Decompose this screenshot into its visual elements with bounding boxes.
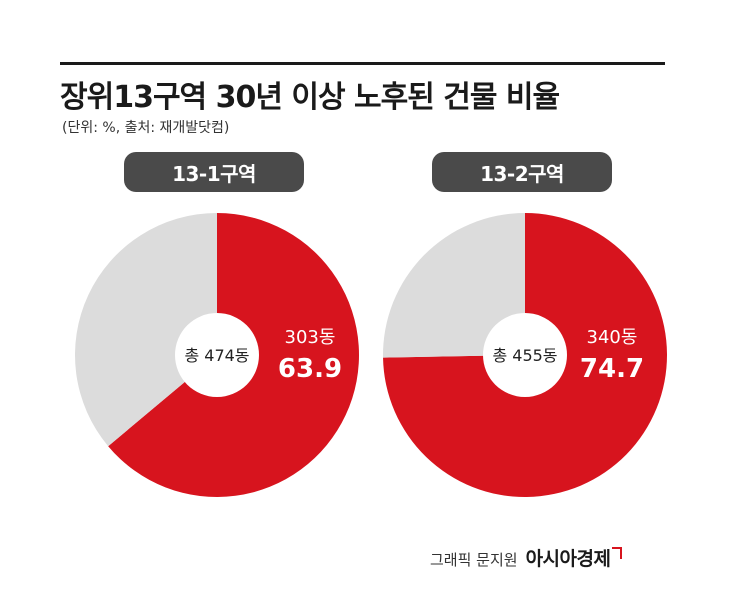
logo-mark-icon	[612, 547, 623, 559]
top-rule	[60, 62, 665, 65]
slice-other	[74, 213, 217, 447]
chart-2-title: 13-2구역	[432, 152, 612, 192]
slice-count-label: 340동	[587, 327, 638, 348]
slice-value-label: 74.7	[580, 354, 644, 384]
credit: 그래픽 문지원 아시아경제	[430, 544, 623, 571]
pie-chart-13-1: 총 474동 303동 63.9	[74, 213, 359, 498]
publisher-logo-text: 아시아경제	[525, 548, 611, 570]
credit-text: 그래픽 문지원	[430, 551, 518, 569]
page-subtitle: (단위: %, 출처: 재개발닷컴)	[62, 120, 230, 136]
publisher-logo: 아시아경제	[526, 544, 623, 571]
center-total-label: 총 455동	[492, 346, 557, 365]
donut-hole	[483, 313, 567, 397]
page-title: 장위13구역 30년 이상 노후된 건물 비율	[60, 80, 560, 115]
slice-count-label: 303동	[285, 327, 336, 348]
pie-chart-13-2: 총 455동 340동 74.7	[383, 213, 668, 497]
center-total-label: 총 474동	[184, 346, 249, 365]
slice-value-label: 63.9	[278, 354, 342, 384]
slice-other	[383, 213, 525, 358]
chart-1-title: 13-1구역	[124, 152, 304, 192]
donut-hole	[175, 313, 259, 397]
